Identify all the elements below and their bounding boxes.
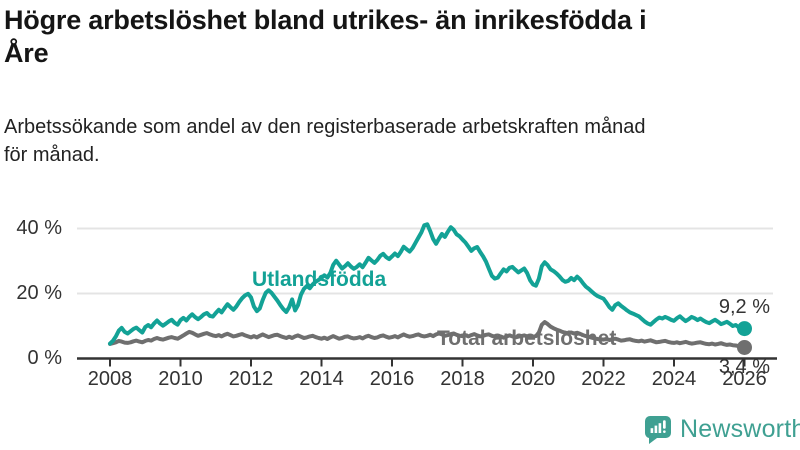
x-tick-label: 2010 bbox=[158, 368, 203, 390]
line-utlandsf-dda bbox=[108, 222, 747, 346]
subtitle-line-2: för månad. bbox=[4, 144, 100, 167]
x-tick-label: 2012 bbox=[228, 368, 274, 390]
line-total-arbetsl-shet bbox=[108, 320, 747, 350]
end-value-total-arbetsloshet: 3,4 % bbox=[718, 356, 770, 378]
series-label-utlandsfodda: Utlandsfödda bbox=[252, 268, 387, 291]
page-title: Högre arbetslöshet bland utrikes- än inr… bbox=[4, 4, 784, 70]
x-tick-label: 2008 bbox=[87, 368, 133, 390]
x-tick-label: 2018 bbox=[440, 368, 485, 390]
end-value-utlandsfodda: 9,2 % bbox=[718, 296, 770, 318]
chart-subtitle: Arbetssökande som andel av den registerb… bbox=[4, 113, 784, 170]
title-line-2: Åre bbox=[4, 38, 49, 69]
x-tick-label: 2026 bbox=[722, 368, 767, 390]
title-line-1: Högre arbetslöshet bland utrikes- än inr… bbox=[4, 5, 647, 35]
x-tick-label: 2014 bbox=[299, 368, 344, 390]
newsworthy-logo[interactable]: Newsworthy bbox=[643, 414, 800, 444]
bar-chart-speech-bubble-icon bbox=[644, 416, 671, 444]
end-dot-total-arbetsl-shet bbox=[737, 339, 752, 355]
end-dot-utlandsf-dda bbox=[737, 321, 752, 337]
x-tick-label: 2024 bbox=[651, 368, 697, 390]
subtitle-line-1: Arbetssökande som andel av den registerb… bbox=[4, 116, 646, 138]
y-tick-label: 40 % bbox=[16, 216, 62, 239]
newsworthy-logo-text: Newsworthy bbox=[680, 414, 800, 443]
series-label-total-arbetsloshet: Total arbetslöshet bbox=[437, 327, 617, 350]
y-tick-label: 0 % bbox=[27, 346, 62, 369]
x-tick-label: 2016 bbox=[369, 368, 415, 390]
y-tick-label: 20 % bbox=[16, 281, 62, 304]
x-tick-label: 2022 bbox=[581, 368, 626, 390]
x-tick-label: 2020 bbox=[510, 368, 556, 390]
